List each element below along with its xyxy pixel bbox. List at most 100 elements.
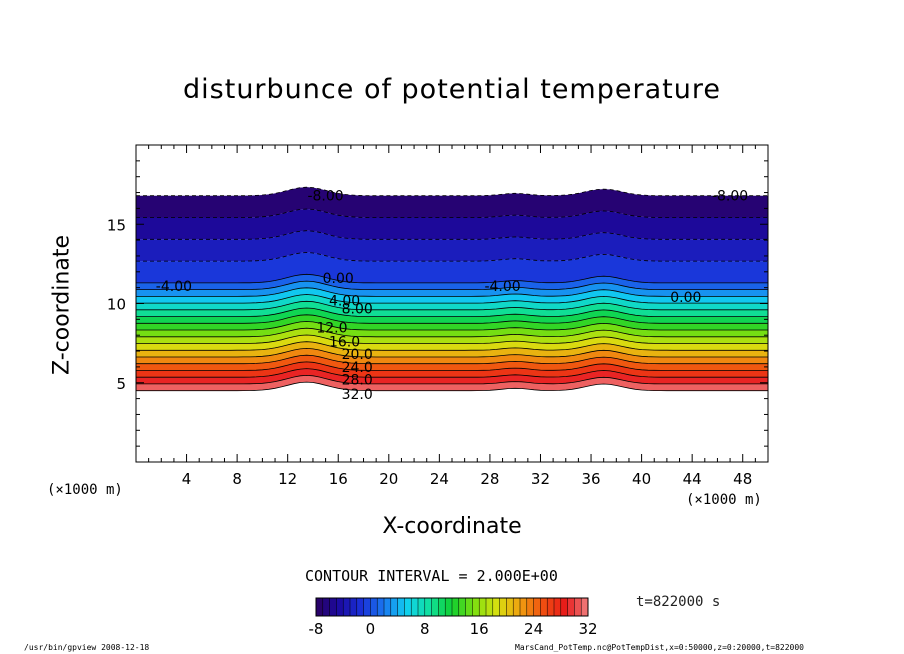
- contour-line: [136, 347, 768, 358]
- x-tick-label: 28: [480, 470, 499, 488]
- colorbar: -8 0 8 16 24 32: [309, 597, 598, 638]
- colorbar-segment: [336, 598, 344, 616]
- contour-labels: -8.00 -8.00 -4.00 -4.00 0.00 0.00 4.008.00 12.0…: [156, 189, 748, 403]
- colorbar-segment: [513, 598, 521, 616]
- colorbar-segment: [343, 598, 351, 616]
- field-band: [136, 301, 768, 317]
- contour-line: [136, 208, 768, 218]
- contour-line: [136, 334, 768, 344]
- field-band: [136, 208, 768, 240]
- contour-line: [136, 294, 768, 304]
- field-band: [136, 187, 768, 218]
- field-band: [136, 361, 768, 378]
- colorbar-segment: [411, 598, 419, 616]
- contour-line: [136, 252, 768, 262]
- colorbar-segment: [465, 598, 473, 616]
- contour-line: [136, 186, 768, 197]
- contour-label: -4.00: [484, 279, 520, 295]
- y-tick-label: 5: [116, 375, 126, 393]
- contour-line: [136, 307, 768, 317]
- colorbar-segment: [370, 598, 378, 616]
- colorbar-segment: [479, 598, 487, 616]
- colorbar-segment: [322, 598, 331, 616]
- field-band: [136, 287, 768, 304]
- colorbar-segment: [574, 598, 582, 616]
- field-band: [136, 308, 768, 324]
- contour-lines: [136, 186, 768, 392]
- x-tick-label: 40: [632, 470, 651, 488]
- colorbar-segment: [472, 598, 480, 616]
- contour-line: [136, 230, 768, 240]
- colorbar-segment: [581, 598, 589, 616]
- x-tick-label: 48: [733, 470, 752, 488]
- colorbar-segment: [499, 598, 507, 616]
- contour-label: 12.0: [316, 320, 347, 336]
- colorbar-segment: [363, 598, 371, 616]
- colorbar-segment: [533, 598, 541, 616]
- contour-label: -8.00: [712, 189, 748, 205]
- contour-line: [136, 354, 768, 365]
- x-tick-label: 44: [683, 470, 702, 488]
- x-unit-label-right: (×1000 m): [686, 492, 762, 508]
- field-band: [136, 341, 768, 357]
- field-band: [136, 355, 768, 371]
- colorbar-segment: [554, 598, 562, 616]
- footer-right: MarsCand_PotTemp.nc@PotTempDist,x=0:5000…: [515, 643, 804, 652]
- colorbar-tick-label: 24: [524, 620, 543, 638]
- x-tick-label: 16: [329, 470, 348, 488]
- contour-line: [136, 374, 768, 385]
- x-tick-label: 20: [379, 470, 398, 488]
- colorbar-segment: [418, 598, 426, 616]
- colorbar-segment: [350, 598, 358, 616]
- contour-line: [136, 341, 768, 351]
- field-band: [136, 348, 768, 364]
- x-tick-label: 12: [278, 470, 297, 488]
- contour-label: 20.0: [342, 347, 373, 363]
- contour-line: [136, 280, 768, 290]
- contour-label: 28.0: [342, 373, 373, 389]
- y-tick-label: 15: [107, 216, 126, 234]
- field-band: [136, 321, 768, 337]
- x-tick-label: 32: [531, 470, 550, 488]
- colorbar-segment: [486, 598, 494, 616]
- colorbar-tick-label: 0: [366, 620, 376, 638]
- colorbar-segment: [384, 598, 392, 616]
- contour-label: 4.00: [329, 293, 360, 309]
- x-tick-label: 4: [182, 470, 192, 488]
- contour-label: -4.00: [156, 279, 192, 295]
- colorbar-segment: [404, 598, 412, 616]
- contour-line: [136, 361, 768, 371]
- x-unit-label-left: (×1000 m): [47, 482, 123, 498]
- field-band: [136, 334, 768, 351]
- field-band: [136, 314, 768, 331]
- contour-line: [136, 368, 768, 378]
- field-band: [136, 375, 768, 391]
- colorbar-segment: [329, 598, 337, 616]
- contour-line: [136, 327, 768, 338]
- field-band: [136, 328, 768, 344]
- contour-line: [136, 300, 768, 311]
- x-tick-label: 36: [581, 470, 600, 488]
- colorbar-segment: [492, 598, 501, 616]
- contour-label: 8.00: [342, 301, 373, 317]
- colorbar-segment: [438, 598, 446, 616]
- contour-line: [136, 287, 768, 297]
- colorbar-segment: [526, 598, 535, 616]
- footer-left: /usr/bin/gpview 2008-12-18: [24, 643, 150, 652]
- x-axis-label: X-coordinate: [382, 514, 522, 539]
- colorbar-segment: [547, 598, 555, 616]
- field-band: [136, 252, 768, 283]
- field-band: [136, 368, 768, 384]
- contour-line: [136, 273, 768, 284]
- colorbar-segment: [520, 598, 528, 616]
- colorbar-tick-label: 32: [578, 620, 597, 638]
- colorbar-segment: [431, 598, 439, 616]
- contour-line: [136, 314, 768, 324]
- contour-label: 32.0: [342, 387, 373, 403]
- contour-interval-label: CONTOUR INTERVAL = 2.000E+00: [305, 567, 558, 585]
- chart-title: disturbunce of potential temperature: [183, 74, 721, 105]
- contour-label: 0.00: [670, 290, 701, 306]
- colorbar-segment: [567, 598, 575, 616]
- colorbar-segment: [445, 598, 453, 616]
